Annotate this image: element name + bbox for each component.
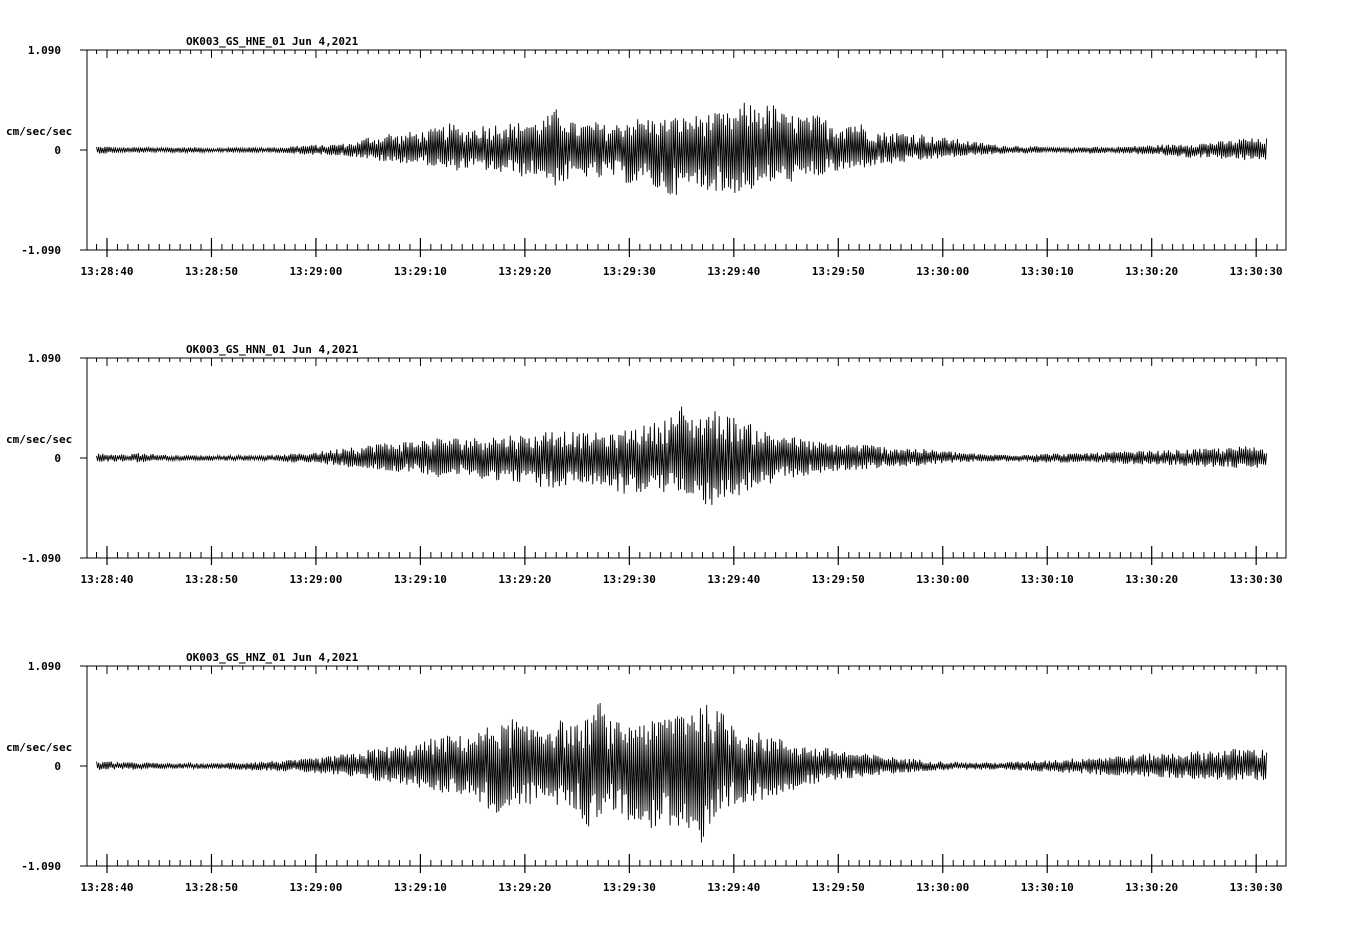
x-tick-label: 13:29:30: [603, 573, 656, 586]
x-tick-label: 13:29:20: [498, 265, 551, 278]
waveform-trace: [96, 102, 1268, 195]
x-tick-label: 13:29:00: [289, 573, 342, 586]
x-tick-label: 13:28:50: [185, 881, 238, 894]
waveform-trace: [96, 703, 1268, 843]
x-tick-label: 13:30:30: [1230, 265, 1283, 278]
x-tick-label: 13:30:20: [1125, 265, 1178, 278]
x-tick-label: 13:29:30: [603, 881, 656, 894]
x-tick-label: 13:29:00: [289, 265, 342, 278]
x-tick-label: 13:30:30: [1230, 881, 1283, 894]
panel-title: OK003_GS_HNN_01 Jun 4,2021: [186, 343, 359, 356]
y-tick-label: 1.090: [28, 352, 61, 365]
x-tick-label: 13:30:20: [1125, 881, 1178, 894]
y-axis-label: cm/sec/sec: [6, 125, 72, 138]
x-tick-label: 13:28:40: [81, 573, 134, 586]
y-tick-label: -1.090: [21, 244, 61, 257]
x-tick-label: 13:28:40: [81, 265, 134, 278]
x-tick-label: 13:28:40: [81, 881, 134, 894]
x-tick-label: 13:30:30: [1230, 573, 1283, 586]
x-tick-label: 13:29:30: [603, 265, 656, 278]
y-tick-label: 0: [54, 760, 61, 773]
y-axis-label: cm/sec/sec: [6, 433, 72, 446]
x-tick-label: 13:30:00: [916, 265, 969, 278]
x-tick-label: 13:30:10: [1021, 265, 1074, 278]
panel-title: OK003_GS_HNE_01 Jun 4,2021: [186, 35, 359, 48]
y-tick-label: 1.090: [28, 44, 61, 57]
x-tick-label: 13:29:40: [707, 265, 760, 278]
panel-title: OK003_GS_HNZ_01 Jun 4,2021: [186, 651, 359, 664]
x-tick-label: 13:29:20: [498, 881, 551, 894]
x-tick-label: 13:30:00: [916, 573, 969, 586]
x-tick-label: 13:29:10: [394, 573, 447, 586]
x-tick-label: 13:29:50: [812, 573, 865, 586]
x-tick-label: 13:29:40: [707, 573, 760, 586]
waveform-trace: [96, 406, 1268, 505]
y-tick-label: -1.090: [21, 552, 61, 565]
y-tick-label: 1.090: [28, 660, 61, 673]
y-tick-label: -1.090: [21, 860, 61, 873]
x-tick-label: 13:30:10: [1021, 881, 1074, 894]
y-axis-label: cm/sec/sec: [6, 741, 72, 754]
x-tick-label: 13:28:50: [185, 573, 238, 586]
x-tick-label: 13:29:50: [812, 265, 865, 278]
x-tick-label: 13:28:50: [185, 265, 238, 278]
x-tick-label: 13:29:50: [812, 881, 865, 894]
x-tick-label: 13:30:10: [1021, 573, 1074, 586]
x-tick-label: 13:29:10: [394, 881, 447, 894]
x-tick-label: 13:30:20: [1125, 573, 1178, 586]
x-tick-label: 13:29:00: [289, 881, 342, 894]
x-tick-label: 13:30:00: [916, 881, 969, 894]
y-tick-label: 0: [54, 452, 61, 465]
x-tick-label: 13:29:20: [498, 573, 551, 586]
y-tick-label: 0: [54, 144, 61, 157]
x-tick-label: 13:29:10: [394, 265, 447, 278]
x-tick-label: 13:29:40: [707, 881, 760, 894]
